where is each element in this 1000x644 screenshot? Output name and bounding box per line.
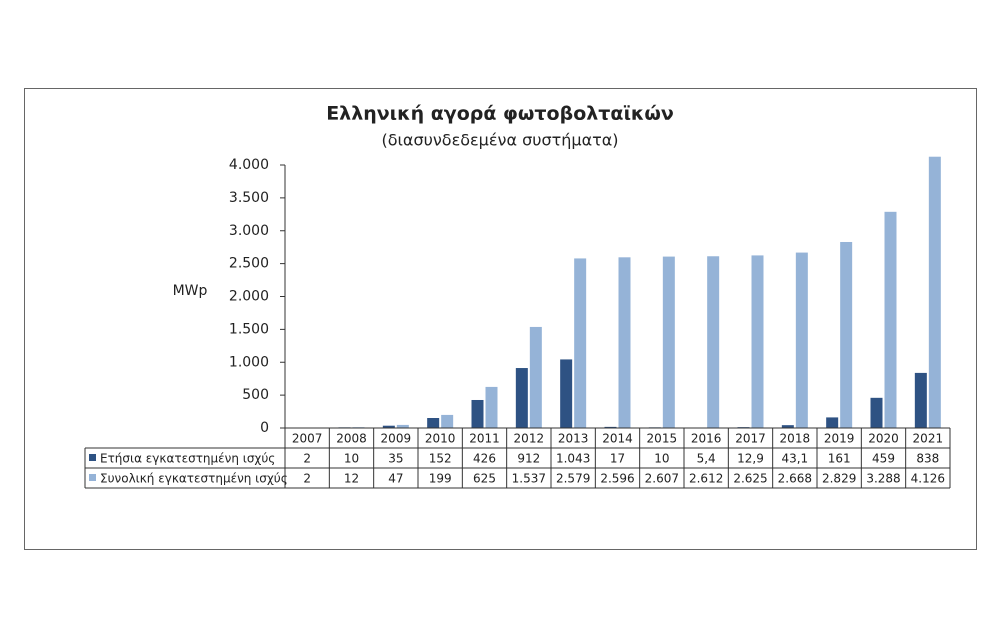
table-value: 152 (429, 452, 452, 466)
bar (885, 212, 897, 428)
table-value: 2 (303, 472, 311, 486)
y-tick-label: 3.000 (229, 223, 269, 239)
x-tick-label: 2008 (336, 432, 367, 446)
table-value: 12 (344, 472, 359, 486)
bar (752, 255, 764, 428)
y-tick-label: 0 (260, 420, 269, 436)
x-tick-label: 2021 (913, 432, 944, 446)
y-axis-label: MWp (173, 283, 208, 299)
x-tick-label: 2013 (558, 432, 589, 446)
bar (929, 157, 941, 428)
table-value: 459 (872, 452, 895, 466)
y-tick-label: 3.500 (229, 190, 269, 206)
table-value: 426 (473, 452, 496, 466)
x-tick-label: 2016 (691, 432, 722, 446)
x-tick-label: 2009 (381, 432, 412, 446)
table-value: 912 (517, 452, 540, 466)
x-tick-label: 2020 (868, 432, 899, 446)
bar (840, 242, 852, 428)
bar (796, 253, 808, 428)
bar (486, 387, 498, 428)
table-value: 35 (388, 452, 403, 466)
legend-label: Συνολική εγκατεστημένη ισχύς (100, 472, 288, 486)
x-tick-label: 2018 (780, 432, 811, 446)
chart-title: Ελληνική αγορά φωτοβολταϊκών (326, 103, 674, 125)
bar (472, 400, 484, 428)
table-value: 10 (344, 452, 359, 466)
table-value: 4.126 (911, 472, 945, 486)
bar (619, 257, 631, 428)
table-value: 10 (654, 452, 669, 466)
table-value: 199 (429, 472, 452, 486)
legend-swatch (89, 454, 96, 461)
table-value: 1.537 (512, 472, 546, 486)
table-value: 2.607 (645, 472, 679, 486)
bar (530, 327, 542, 428)
table-value: 12,9 (737, 452, 764, 466)
bar (663, 257, 675, 428)
bar (427, 418, 439, 428)
x-tick-label: 2010 (425, 432, 456, 446)
y-tick-label: 1.500 (229, 321, 269, 337)
table-value: 2 (303, 452, 311, 466)
table-value: 2.829 (822, 472, 856, 486)
x-tick-label: 2011 (469, 432, 500, 446)
chart-subtitle: (διασυνδεδεμένα συστήματα) (381, 131, 618, 150)
bar (871, 398, 883, 428)
table-value: 2.612 (689, 472, 723, 486)
bar (441, 415, 453, 428)
bar (915, 373, 927, 428)
table-value: 1.043 (556, 452, 590, 466)
table-value: 838 (916, 452, 939, 466)
bar (826, 417, 838, 428)
table-value: 47 (388, 472, 403, 486)
x-tick-label: 2017 (735, 432, 766, 446)
table-value: 2.668 (778, 472, 812, 486)
table-value: 17 (610, 452, 625, 466)
y-tick-label: 2.500 (229, 256, 269, 272)
table-value: 2.625 (733, 472, 767, 486)
bar (574, 258, 586, 428)
table-value: 3.288 (866, 472, 900, 486)
x-tick-label: 2019 (824, 432, 855, 446)
table-value: 625 (473, 472, 496, 486)
legend-label: Ετήσια εγκατεστημένη ισχύς (100, 452, 275, 466)
y-tick-label: 4.000 (229, 157, 269, 173)
table-value: 43,1 (781, 452, 808, 466)
legend-swatch (89, 474, 96, 481)
table-value: 2.579 (556, 472, 590, 486)
x-tick-label: 2007 (292, 432, 323, 446)
table-value: 2.596 (600, 472, 634, 486)
table-value: 5,4 (697, 452, 716, 466)
table-value: 161 (828, 452, 851, 466)
y-tick-label: 2.000 (229, 289, 269, 305)
bar (707, 256, 719, 428)
bar (516, 368, 528, 428)
x-tick-label: 2015 (647, 432, 678, 446)
bar (560, 359, 572, 428)
x-tick-label: 2012 (514, 432, 545, 446)
y-tick-label: 1.000 (229, 354, 269, 370)
x-tick-label: 2014 (602, 432, 633, 446)
y-tick-label: 500 (242, 387, 269, 403)
